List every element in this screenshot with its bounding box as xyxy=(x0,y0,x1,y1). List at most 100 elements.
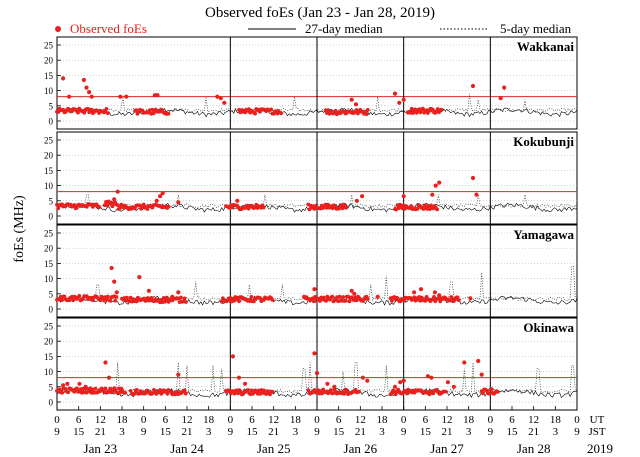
panel-kokubunji: 0 5 10 15 20 25 Kokubunji xyxy=(44,131,578,225)
observed-point xyxy=(269,107,274,112)
observed-point xyxy=(115,189,120,194)
observed-point xyxy=(158,388,163,392)
observed-point xyxy=(397,100,402,105)
jst-tick-label: 9 xyxy=(54,426,60,438)
ut-tick-label: 0 xyxy=(54,414,60,426)
observed-point xyxy=(405,391,409,396)
ut-tick-label: 18 xyxy=(203,414,215,426)
ut-tick-label: 0 xyxy=(228,414,234,426)
observed-point xyxy=(357,389,361,394)
observed-point xyxy=(270,298,275,302)
observed-point xyxy=(110,204,115,209)
observed-point xyxy=(151,111,156,116)
y-tick-label: 10 xyxy=(44,274,54,284)
observed-point xyxy=(123,390,127,395)
observed-point xyxy=(375,294,380,299)
station-label: Wakkanai xyxy=(517,39,574,54)
date-label: Jan 24 xyxy=(170,441,204,456)
date-label: Jan 28 xyxy=(517,441,551,456)
observed-point xyxy=(182,388,187,393)
observed-point xyxy=(456,298,461,302)
observed-point xyxy=(98,298,103,303)
observed-point xyxy=(432,290,437,295)
observed-point xyxy=(65,381,70,386)
observed-point xyxy=(215,94,220,99)
y-tick-label: 0 xyxy=(49,212,54,222)
observed-point xyxy=(114,295,119,299)
observed-point xyxy=(166,111,171,116)
ut-tick-label: 12 xyxy=(355,414,366,426)
observed-point xyxy=(470,83,476,89)
jst-tick-label: 15 xyxy=(247,426,259,438)
jst-tick-label: 9 xyxy=(228,426,234,438)
observed-point xyxy=(61,383,66,388)
observed-point xyxy=(344,205,348,210)
observed-point xyxy=(470,175,476,181)
observed-point xyxy=(270,389,275,394)
observed-point xyxy=(365,378,370,383)
jst-tick-label: 15 xyxy=(160,426,172,438)
observed-point xyxy=(125,295,129,300)
observed-point xyxy=(354,298,359,303)
observed-point xyxy=(89,94,94,99)
ut-tick-label: 6 xyxy=(509,414,515,426)
observed-point xyxy=(330,294,335,299)
year-label: 2019 xyxy=(587,441,613,456)
observed-point xyxy=(392,91,398,96)
legend-observed-label: Observed foEs xyxy=(70,21,147,36)
observed-point xyxy=(222,100,227,105)
observed-point xyxy=(61,76,66,81)
observed-point xyxy=(246,388,250,392)
jst-tick-label: 9 xyxy=(314,426,320,438)
observed-point xyxy=(146,288,151,293)
observed-point xyxy=(60,298,64,302)
ut-tick-label: 6 xyxy=(249,414,255,426)
observed-point xyxy=(498,96,503,101)
observed-point xyxy=(409,204,413,208)
observed-point xyxy=(108,386,113,391)
ut-tick-label: 12 xyxy=(95,414,106,426)
observed-point xyxy=(160,191,165,196)
observed-point xyxy=(360,375,365,380)
observed-point xyxy=(161,296,166,300)
observed-point xyxy=(77,381,82,386)
legend-median27-label: 27-day median xyxy=(305,21,383,36)
observed-point xyxy=(249,295,254,299)
jst-tick-label: 15 xyxy=(420,426,432,438)
observed-point xyxy=(103,386,108,391)
panel-okinawa: 0 5 10 15 20 25 Okinawa xyxy=(44,317,578,411)
y-tick-label: 15 xyxy=(44,352,54,362)
observed-point xyxy=(56,206,61,211)
observed-point xyxy=(332,384,337,389)
observed-point xyxy=(105,294,110,299)
ut-tick-label: 6 xyxy=(423,414,429,426)
observed-point xyxy=(401,97,406,102)
jst-tick-label: 15 xyxy=(73,426,85,438)
observed-point xyxy=(74,386,79,391)
observed-point xyxy=(306,388,311,393)
observed-point xyxy=(354,198,359,203)
ut-tick-label: 12 xyxy=(268,414,279,426)
observed-point xyxy=(71,298,75,303)
ut-tick-label: 0 xyxy=(141,414,147,426)
y-tick-label: 0 xyxy=(49,398,54,408)
observed-point xyxy=(337,294,342,299)
observed-point xyxy=(106,375,112,380)
observed-point xyxy=(179,295,183,300)
observed-point xyxy=(409,106,414,111)
observed-point xyxy=(145,207,150,211)
y-tick-label: 20 xyxy=(44,244,54,254)
observed-point xyxy=(364,112,369,116)
ut-tick-label: 0 xyxy=(574,414,580,426)
observed-point xyxy=(481,391,485,396)
observed-point xyxy=(97,205,101,210)
observed-point xyxy=(182,296,187,301)
legend-median5-label: 5-day median xyxy=(500,21,572,36)
y-tick-label: 20 xyxy=(44,337,54,347)
panels: 0 5 10 15 20 25 Wakkanai 0 5 10 15 20 25 Kokubunji 0 5 1… xyxy=(44,36,578,411)
jst-tick-label: 21 xyxy=(355,426,366,438)
observed-point xyxy=(137,275,142,280)
observed-point xyxy=(353,102,359,107)
observed-point xyxy=(325,381,330,386)
observed-point xyxy=(176,372,181,377)
